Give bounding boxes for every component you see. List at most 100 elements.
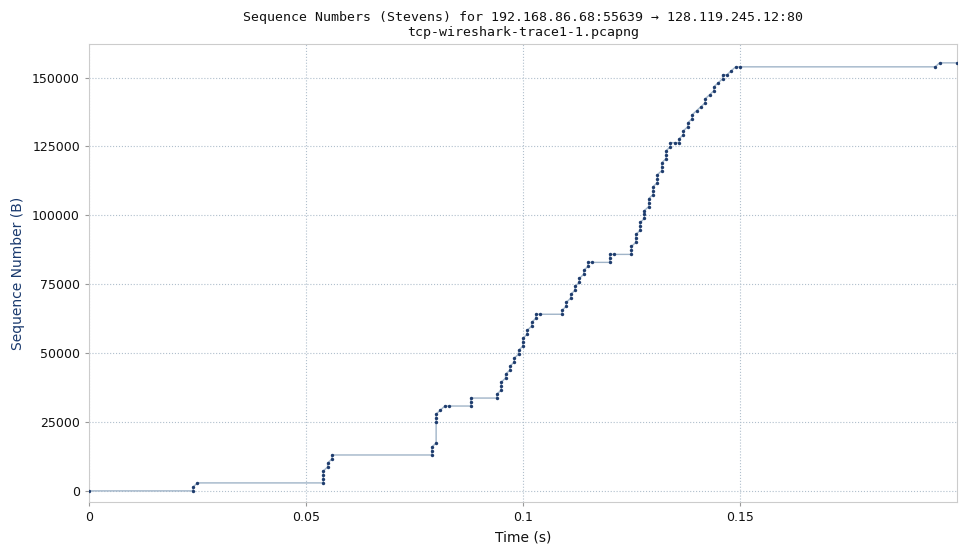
Point bbox=[641, 194, 656, 203]
Point bbox=[185, 483, 200, 492]
Point bbox=[654, 162, 670, 171]
Point bbox=[585, 258, 600, 267]
Point bbox=[672, 134, 687, 143]
Point bbox=[602, 258, 618, 267]
Point bbox=[602, 250, 618, 259]
Point bbox=[623, 250, 639, 259]
Point bbox=[563, 290, 579, 299]
Point bbox=[506, 354, 522, 363]
Point bbox=[316, 474, 331, 483]
Point bbox=[654, 158, 670, 167]
Point bbox=[723, 66, 739, 75]
Point bbox=[606, 250, 621, 259]
Point bbox=[672, 138, 687, 147]
Point bbox=[623, 246, 639, 255]
Point bbox=[494, 386, 509, 395]
Point bbox=[684, 110, 700, 119]
Point bbox=[563, 294, 579, 302]
Point bbox=[441, 401, 457, 410]
Point bbox=[489, 390, 504, 399]
Point bbox=[520, 326, 535, 335]
Point bbox=[658, 154, 674, 163]
Point bbox=[714, 75, 730, 83]
Point bbox=[316, 470, 331, 479]
Point bbox=[641, 198, 656, 207]
Point bbox=[706, 82, 721, 91]
Point bbox=[950, 58, 965, 67]
Point bbox=[571, 278, 587, 287]
Point bbox=[637, 214, 652, 223]
Point bbox=[714, 71, 730, 80]
Point bbox=[623, 242, 639, 251]
Point bbox=[702, 90, 717, 99]
Point bbox=[324, 454, 340, 463]
Point bbox=[511, 346, 527, 355]
Y-axis label: Sequence Number (B): Sequence Number (B) bbox=[11, 197, 25, 350]
Point bbox=[602, 254, 618, 263]
Point bbox=[684, 115, 700, 123]
Point bbox=[494, 378, 509, 386]
Point bbox=[650, 178, 665, 187]
Point bbox=[424, 450, 439, 459]
Point bbox=[555, 310, 570, 319]
Point bbox=[698, 95, 713, 103]
Point bbox=[632, 218, 648, 227]
Point bbox=[532, 310, 548, 319]
Title: Sequence Numbers (Stevens) for 192.168.86.68:55639 → 128.119.245.12:80
tcp-wires: Sequence Numbers (Stevens) for 192.168.8… bbox=[243, 11, 802, 39]
Point bbox=[524, 322, 539, 331]
Point bbox=[316, 466, 331, 475]
Point bbox=[676, 126, 691, 135]
Point bbox=[502, 362, 518, 371]
Point bbox=[498, 370, 513, 379]
Point bbox=[706, 86, 721, 95]
Point bbox=[429, 439, 444, 448]
Point bbox=[667, 138, 682, 147]
Point bbox=[515, 337, 530, 346]
Point bbox=[498, 374, 513, 383]
Point bbox=[676, 130, 691, 139]
Point bbox=[711, 78, 726, 87]
Point bbox=[628, 234, 644, 243]
Point bbox=[506, 358, 522, 366]
X-axis label: Time (s): Time (s) bbox=[495, 531, 551, 545]
Point bbox=[681, 118, 696, 127]
Point bbox=[637, 210, 652, 219]
Point bbox=[681, 122, 696, 131]
Point bbox=[463, 398, 478, 406]
Point bbox=[580, 262, 595, 271]
Point bbox=[637, 206, 652, 215]
Point bbox=[689, 106, 705, 115]
Point bbox=[580, 258, 595, 267]
Point bbox=[429, 414, 444, 423]
Point bbox=[728, 62, 743, 71]
Point bbox=[658, 150, 674, 159]
Point bbox=[324, 450, 340, 459]
Point bbox=[567, 282, 583, 291]
Point bbox=[650, 174, 665, 183]
Point bbox=[316, 479, 331, 488]
Point bbox=[641, 202, 656, 211]
Point bbox=[555, 306, 570, 315]
Point bbox=[463, 394, 478, 403]
Point bbox=[927, 62, 943, 71]
Point bbox=[658, 146, 674, 155]
Point bbox=[502, 366, 518, 375]
Point bbox=[429, 418, 444, 426]
Point bbox=[524, 318, 539, 327]
Point bbox=[650, 170, 665, 179]
Point bbox=[424, 443, 439, 451]
Point bbox=[319, 463, 335, 471]
Point bbox=[646, 190, 661, 199]
Point bbox=[529, 314, 544, 322]
Point bbox=[190, 479, 205, 488]
Point bbox=[511, 350, 527, 359]
Point bbox=[646, 186, 661, 195]
Point bbox=[433, 405, 448, 414]
Point bbox=[81, 486, 97, 495]
Point bbox=[567, 286, 583, 295]
Point bbox=[632, 222, 648, 231]
Point bbox=[628, 238, 644, 247]
Point bbox=[663, 142, 679, 151]
Point bbox=[494, 381, 509, 390]
Point bbox=[571, 274, 587, 283]
